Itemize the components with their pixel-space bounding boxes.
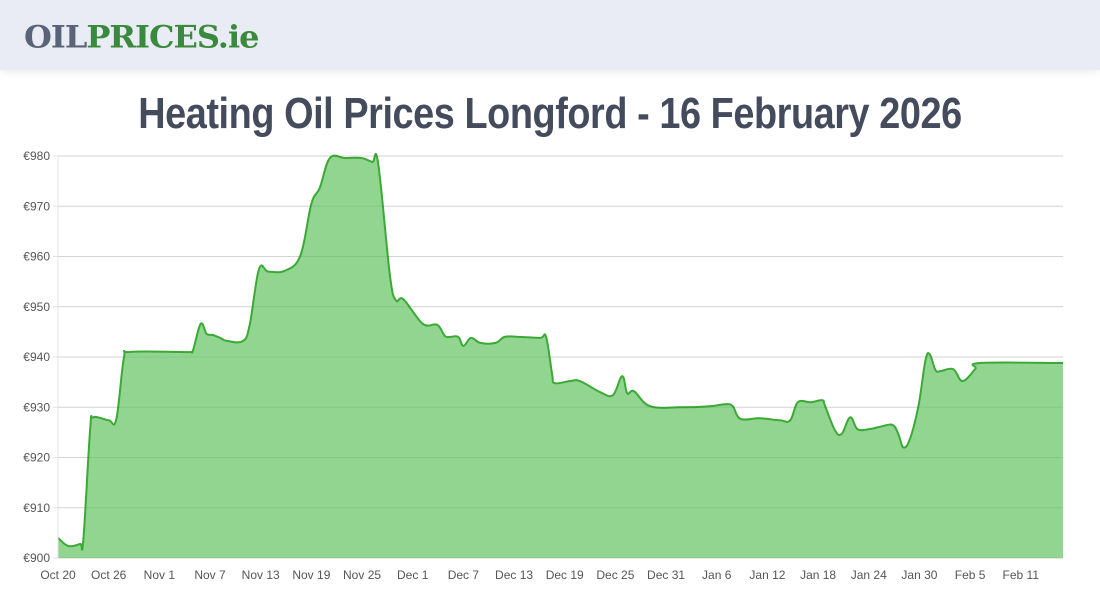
x-tick-label: Jan 18 [800, 568, 836, 582]
x-tick-label: Nov 19 [292, 568, 330, 582]
y-tick-label: €970 [23, 199, 50, 213]
chart-x-ticks: Oct 20 Oct 26 Nov 1 Nov 7 Nov 13 Nov 19 Nov 25… [40, 568, 1039, 582]
chart-area-fill [58, 153, 1063, 558]
x-tick-label: Dec 13 [495, 568, 533, 582]
x-tick-label: Nov 7 [194, 568, 226, 582]
x-tick-label: Nov 13 [242, 568, 280, 582]
y-tick-label: €940 [23, 350, 50, 364]
page-title: Heating Oil Prices Longford - 16 Februar… [138, 89, 962, 138]
x-tick-label: Jan 30 [901, 568, 937, 582]
chart-y-ticks: €900 €910 €920 €930 €940 €950 €960 €970 €980 [23, 149, 50, 565]
x-tick-label: Feb 11 [1003, 568, 1040, 582]
y-tick-label: €900 [23, 551, 50, 565]
x-tick-label: Feb 5 [955, 568, 986, 582]
x-tick-label: Dec 31 [647, 568, 685, 582]
x-tick-label: Nov 1 [144, 568, 176, 582]
y-tick-label: €930 [23, 400, 50, 414]
y-tick-label: €980 [23, 149, 50, 163]
chart-price-line [57, 153, 1064, 551]
x-tick-label: Jan 24 [851, 568, 887, 582]
x-tick-label: Nov 25 [343, 568, 381, 582]
logo-text-oil: OIL [24, 18, 87, 56]
chart-gridlines-overlay [58, 155, 1063, 559]
site-header: OILPRICES.ie [0, 0, 1100, 70]
logo-text-prices: PRICES.ie [86, 18, 259, 56]
site-logo[interactable]: OILPRICES.ie [24, 18, 259, 56]
x-tick-label: Dec 7 [448, 568, 480, 582]
x-tick-label: Dec 19 [546, 568, 584, 582]
x-tick-label: Oct 26 [91, 568, 127, 582]
x-tick-label: Dec 25 [596, 568, 634, 582]
x-tick-label: Jan 12 [749, 568, 785, 582]
x-tick-label: Oct 20 [40, 568, 76, 582]
y-tick-label: €960 [23, 250, 50, 264]
y-tick-label: €920 [23, 451, 50, 465]
x-tick-label: Dec 1 [397, 568, 429, 582]
y-tick-label: €910 [23, 501, 50, 515]
x-tick-label: Jan 6 [702, 568, 732, 582]
y-tick-label: €950 [23, 300, 50, 314]
